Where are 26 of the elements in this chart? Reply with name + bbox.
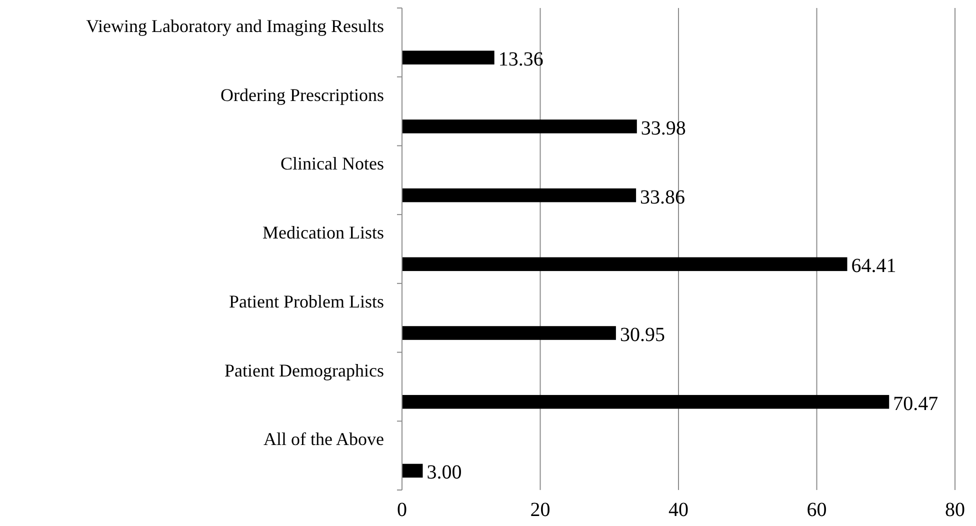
bar bbox=[402, 326, 616, 340]
y-tick-label: Medication Lists bbox=[262, 222, 384, 243]
x-tick-label: 80 bbox=[945, 499, 965, 521]
y-tick-label: All of the Above bbox=[264, 429, 384, 450]
y-tick-label: Clinical Notes bbox=[280, 154, 384, 174]
data-label: 3.00 bbox=[426, 462, 462, 484]
bar bbox=[402, 257, 848, 272]
y-tick-label: Patient Demographics bbox=[224, 360, 384, 380]
x-tick-label: 0 bbox=[397, 499, 407, 521]
bar bbox=[402, 50, 494, 64]
bar bbox=[402, 394, 890, 409]
data-label: 33.98 bbox=[640, 117, 686, 140]
data-label: 33.86 bbox=[640, 186, 686, 208]
bar bbox=[402, 188, 636, 202]
data-label: 70.47 bbox=[893, 392, 938, 415]
y-tick-label: Viewing Laboratory and Imaging Results bbox=[86, 16, 384, 36]
bar bbox=[402, 464, 423, 478]
y-tick-label: Patient Problem Lists bbox=[229, 291, 384, 312]
x-tick-label: 40 bbox=[668, 499, 688, 521]
data-label: 13.36 bbox=[498, 48, 544, 71]
bar bbox=[402, 120, 637, 134]
data-label: 64.41 bbox=[851, 255, 896, 278]
x-tick-label: 20 bbox=[530, 499, 550, 521]
data-label: 30.95 bbox=[620, 324, 665, 346]
y-tick-label: Ordering Prescriptions bbox=[220, 84, 384, 105]
x-tick-label: 60 bbox=[806, 499, 827, 521]
